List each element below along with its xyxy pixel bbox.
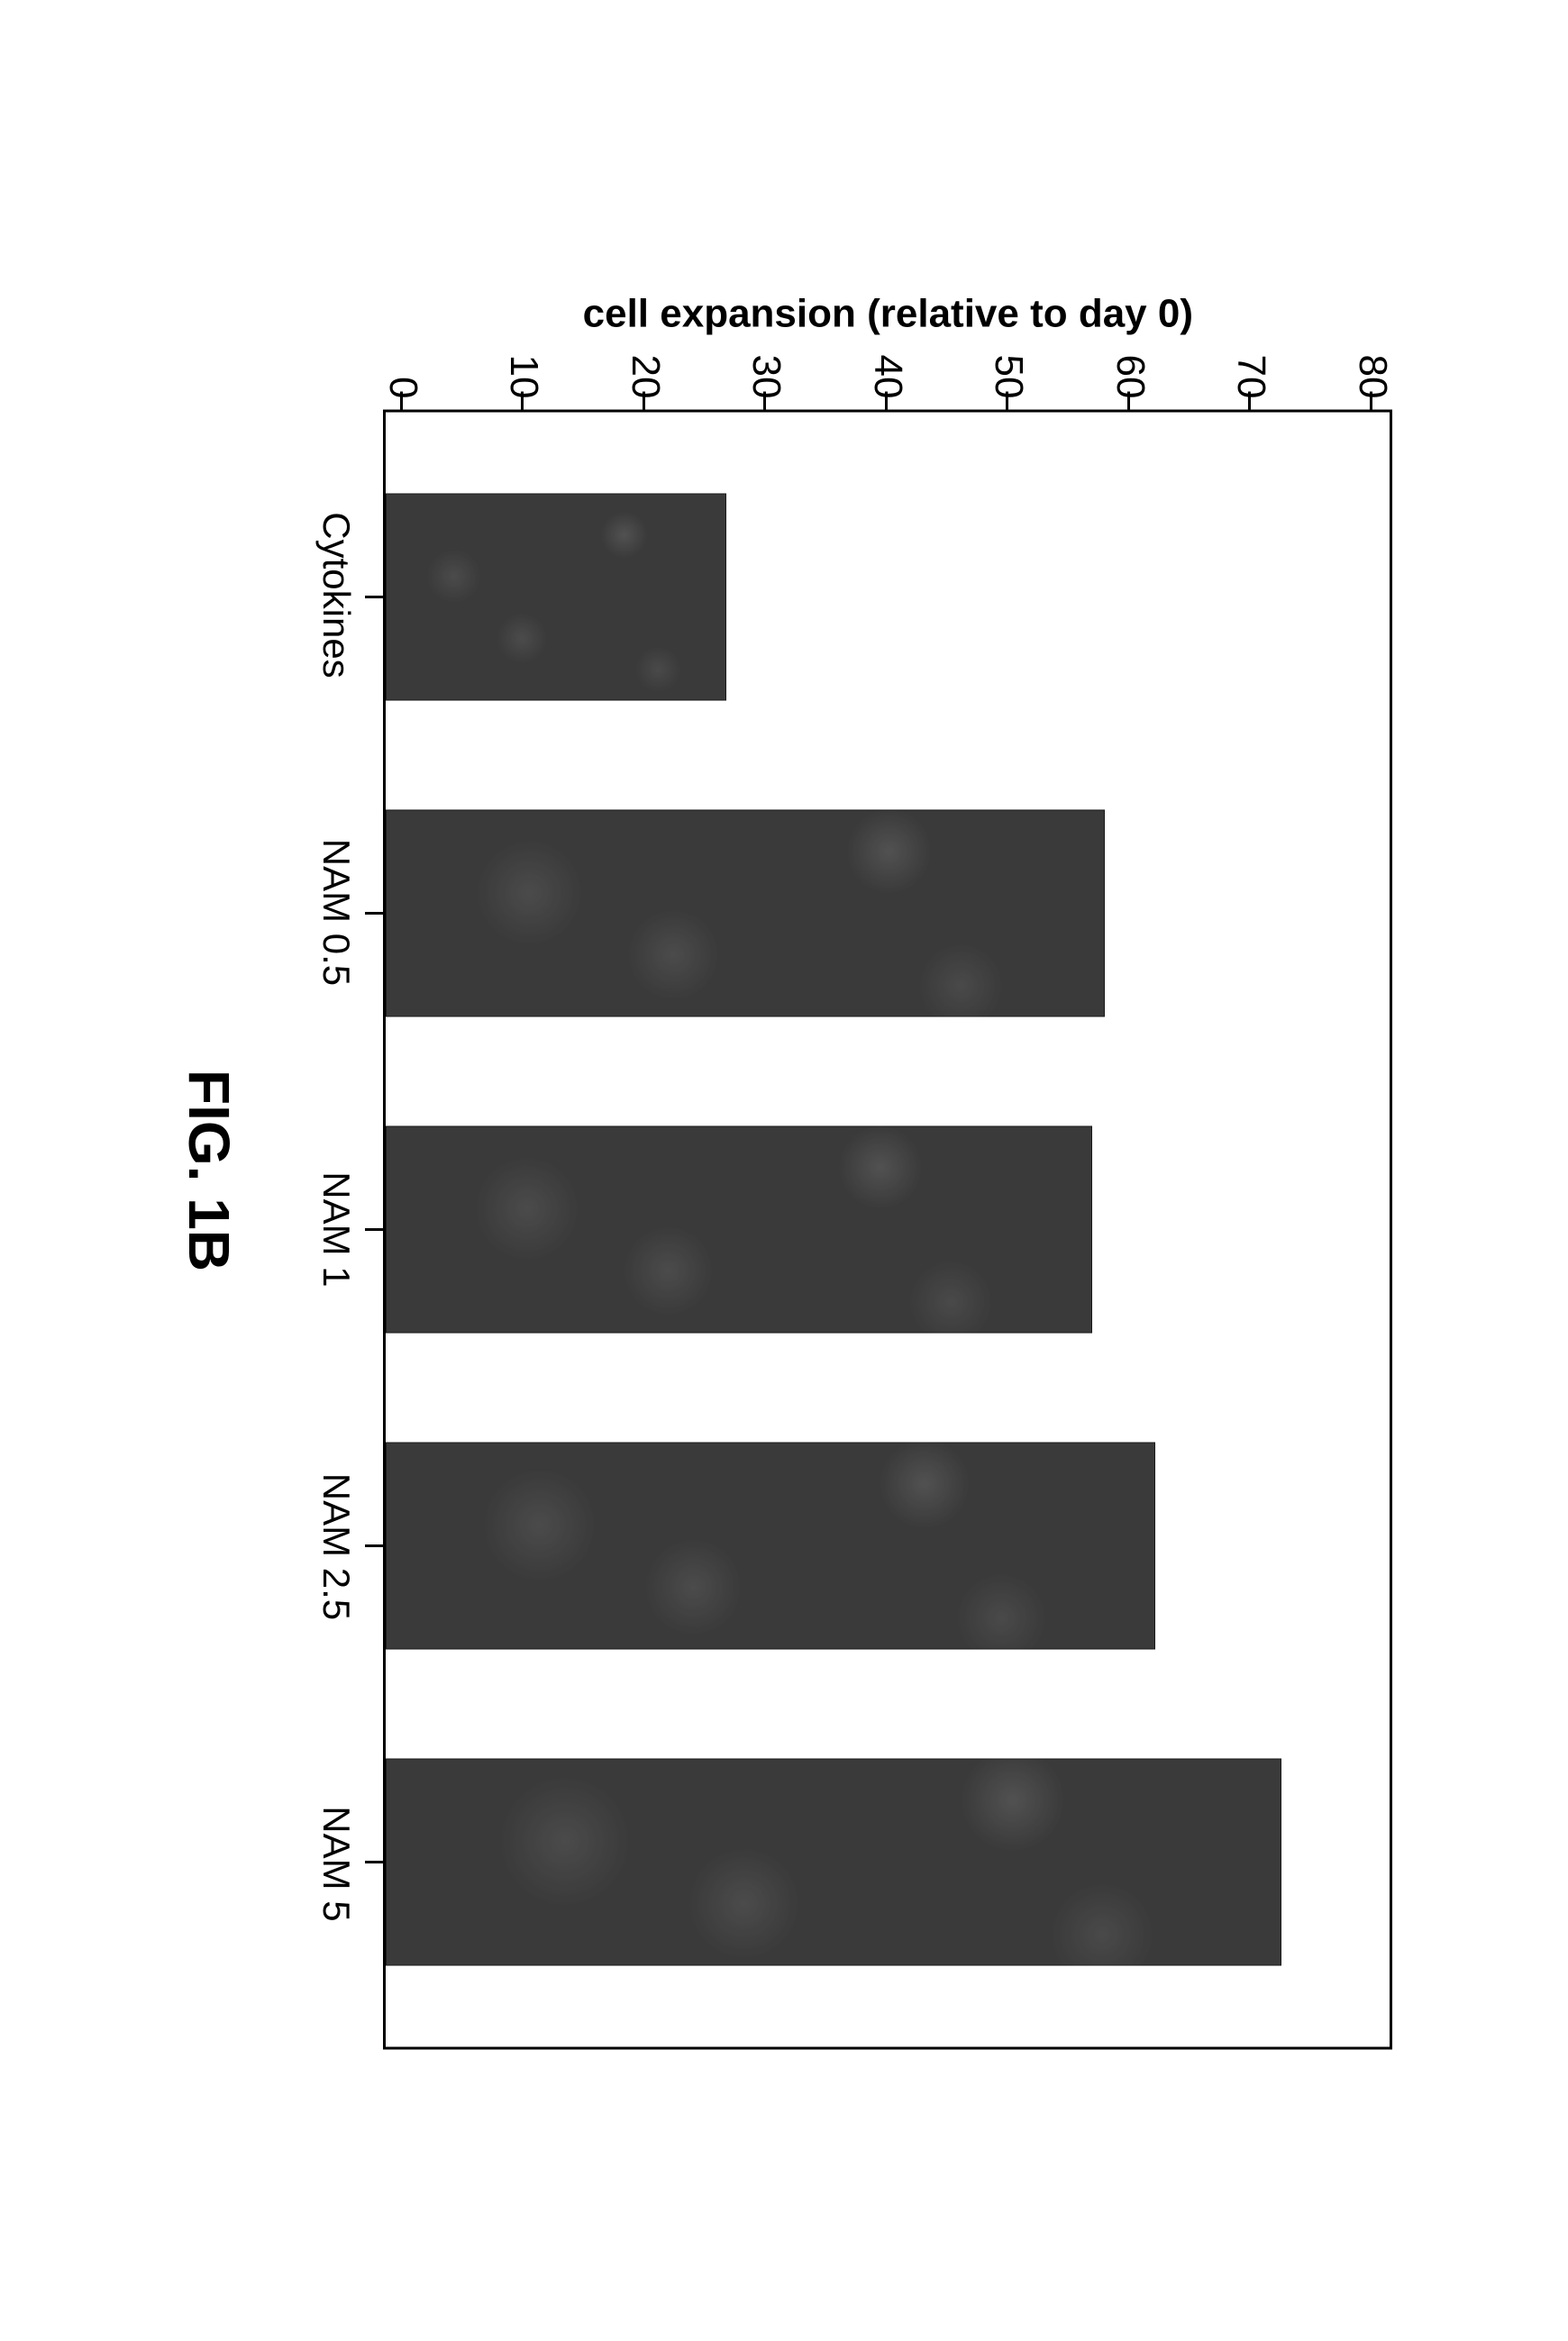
x-axis-area: Cytokines NAM 0.5 NAM 1 NAM 2.5 NAM 5	[315, 292, 383, 2050]
y-tick: 10	[505, 355, 544, 399]
x-labels: Cytokines NAM 0.5 NAM 1 NAM 2.5 NAM 5	[315, 409, 358, 2049]
y-tick: 40	[868, 355, 907, 399]
figure-container: cell expansion (relative to day 0) 80 70…	[176, 292, 1392, 2050]
bar	[386, 810, 1105, 1017]
y-tick: 50	[989, 355, 1029, 399]
x-tick-mark	[365, 912, 383, 915]
x-tick-mark	[365, 1544, 383, 1547]
chart-body: 80 70 60 50 40 30 20 10 0	[383, 355, 1392, 2050]
bar	[386, 1442, 1155, 1649]
bar	[386, 1758, 1281, 1965]
x-tick-mark	[365, 1228, 383, 1231]
y-tick: 30	[747, 355, 787, 399]
x-tick-mark	[365, 1861, 383, 1863]
x-axis-label: NAM 2.5	[315, 1402, 358, 1690]
bars-container	[386, 412, 1390, 2046]
bar-slot	[386, 1401, 1390, 1690]
chart-wrapper: cell expansion (relative to day 0) 80 70…	[176, 292, 1392, 2050]
y-tick: 80	[1353, 355, 1392, 399]
y-axis-label: cell expansion (relative to day 0)	[582, 292, 1192, 337]
x-axis-label: NAM 0.5	[315, 768, 358, 1056]
y-tick: 20	[625, 355, 665, 399]
y-tick: 0	[383, 377, 423, 398]
chart-with-ylabel: cell expansion (relative to day 0) 80 70…	[383, 292, 1392, 2050]
y-tick: 60	[1110, 355, 1150, 399]
bar-slot	[386, 770, 1390, 1058]
x-axis-label: Cytokines	[315, 451, 358, 739]
bar-slot	[386, 453, 1390, 742]
y-axis: 80 70 60 50 40 30 20 10 0	[383, 355, 1392, 410]
plot-area	[383, 409, 1392, 2049]
bar	[386, 1125, 1092, 1333]
figure-title: FIG. 1B	[176, 1070, 242, 1271]
x-tick-mark	[365, 596, 383, 598]
y-tick: 70	[1232, 355, 1272, 399]
x-axis-label: NAM 1	[315, 1085, 358, 1373]
x-axis-label: NAM 5	[315, 1719, 358, 2008]
bar-slot	[386, 1085, 1390, 1373]
bar	[386, 494, 726, 701]
bar-slot	[386, 1717, 1390, 2006]
